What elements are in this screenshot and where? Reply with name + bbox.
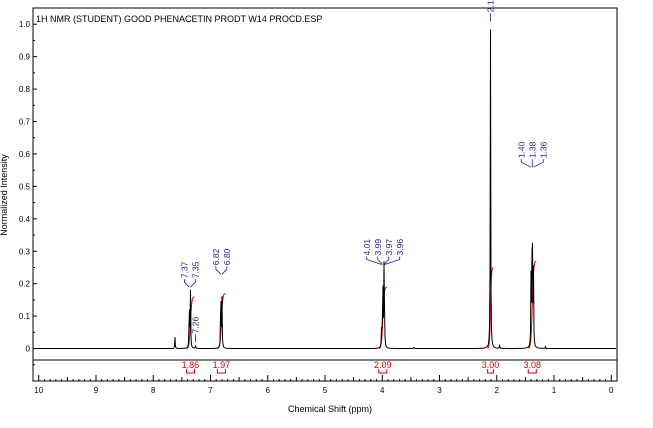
peak-labels: 7.37 7.35 7.26 6.82 6.80 4.01 3.99 3.97 3.96 2.11… <box>179 0 548 343</box>
peak-label: 6.80 <box>222 248 232 265</box>
peak-label: 3.97 <box>384 239 394 256</box>
peak-label: 3.99 <box>373 239 383 256</box>
x-axis-label: Chemical Shift (ppm) <box>288 404 372 414</box>
x-tick-label: 8 <box>151 386 156 395</box>
integral-bracket <box>487 369 494 374</box>
x-tick-label: 5 <box>323 386 328 395</box>
y-axis-label: Normalized Intensity <box>0 154 9 236</box>
peak-label: 7.37 <box>179 261 189 278</box>
y-tick-label: 0 <box>26 345 31 354</box>
peak-label: 4.01 <box>362 239 372 256</box>
x-tick-label: 10 <box>34 386 43 395</box>
x-tick-label: 2 <box>495 386 500 395</box>
peak-label-leader <box>366 256 382 265</box>
x-axis-ticks: 10 9 8 7 6 5 4 3 2 1 0 <box>34 375 614 395</box>
y-axis-ticks: 0 0.1 0.2 0.3 0.4 0.5 0.6 0.7 0.8 0.9 1.0 <box>19 20 37 366</box>
y-tick-label: 0.9 <box>19 53 31 62</box>
integral-value-label: 2.09 <box>374 360 392 370</box>
y-tick-label: 0.2 <box>19 280 31 289</box>
peak-label-leader <box>183 279 190 288</box>
peak-label: 1.40 <box>516 141 526 158</box>
x-tick-label: 4 <box>380 386 385 395</box>
peak-label-leader <box>221 266 228 275</box>
integral-value-label: 3.08 <box>523 360 541 370</box>
integral-labels: 1.86 1.97 2.09 3.00 3.08 <box>182 360 541 374</box>
peak-label-leader <box>533 159 544 168</box>
integral-value-label: 1.97 <box>213 360 231 370</box>
x-tick-label: 0 <box>609 386 614 395</box>
integral-value-label: 3.00 <box>482 360 500 370</box>
y-tick-label: 0.8 <box>19 85 31 94</box>
peak-label: 7.26 <box>191 317 201 334</box>
x-tick-label: 9 <box>94 386 99 395</box>
integral-bracket <box>216 369 226 374</box>
chart-title: 1H NMR (STUDENT) GOOD PHENACETIN PRODT W… <box>36 14 322 24</box>
peak-label-leader <box>520 159 532 168</box>
peak-label-leader <box>383 256 390 265</box>
peak-label-leader <box>215 266 222 275</box>
y-tick-label: 0.3 <box>19 247 31 256</box>
peak-label: 6.82 <box>211 248 221 265</box>
integral-curve <box>487 267 494 349</box>
peak-label: 1.38 <box>527 141 537 158</box>
y-tick-label: 0.5 <box>19 182 31 191</box>
y-tick-label: 1.0 <box>19 20 31 29</box>
peak-label-leader <box>377 256 384 265</box>
integral-curves <box>186 260 537 349</box>
spectrum-line <box>34 29 616 350</box>
peak-label-leader <box>190 279 196 288</box>
integral-bracket <box>185 369 195 374</box>
x-tick-label: 3 <box>437 386 442 395</box>
integral-curve <box>528 260 537 349</box>
integral-bracket <box>378 369 388 374</box>
y-tick-label: 0.7 <box>19 118 31 127</box>
x-tick-label: 7 <box>208 386 213 395</box>
peak-label-leader <box>384 256 401 265</box>
x-tick-label: 6 <box>266 386 271 395</box>
x-tick-label: 1 <box>552 386 557 395</box>
integral-value-label: 1.86 <box>182 360 200 370</box>
y-tick-label: 0.6 <box>19 150 31 159</box>
plot-frame <box>32 7 618 382</box>
peak-label: 3.96 <box>395 239 405 256</box>
y-tick-label: 0.1 <box>19 312 31 321</box>
peak-label: 7.35 <box>190 261 200 278</box>
integral-bracket <box>527 369 537 374</box>
peak-label: 2.11 <box>485 0 495 12</box>
peak-label: 1.36 <box>538 141 548 158</box>
y-tick-label: 0.4 <box>19 215 31 224</box>
